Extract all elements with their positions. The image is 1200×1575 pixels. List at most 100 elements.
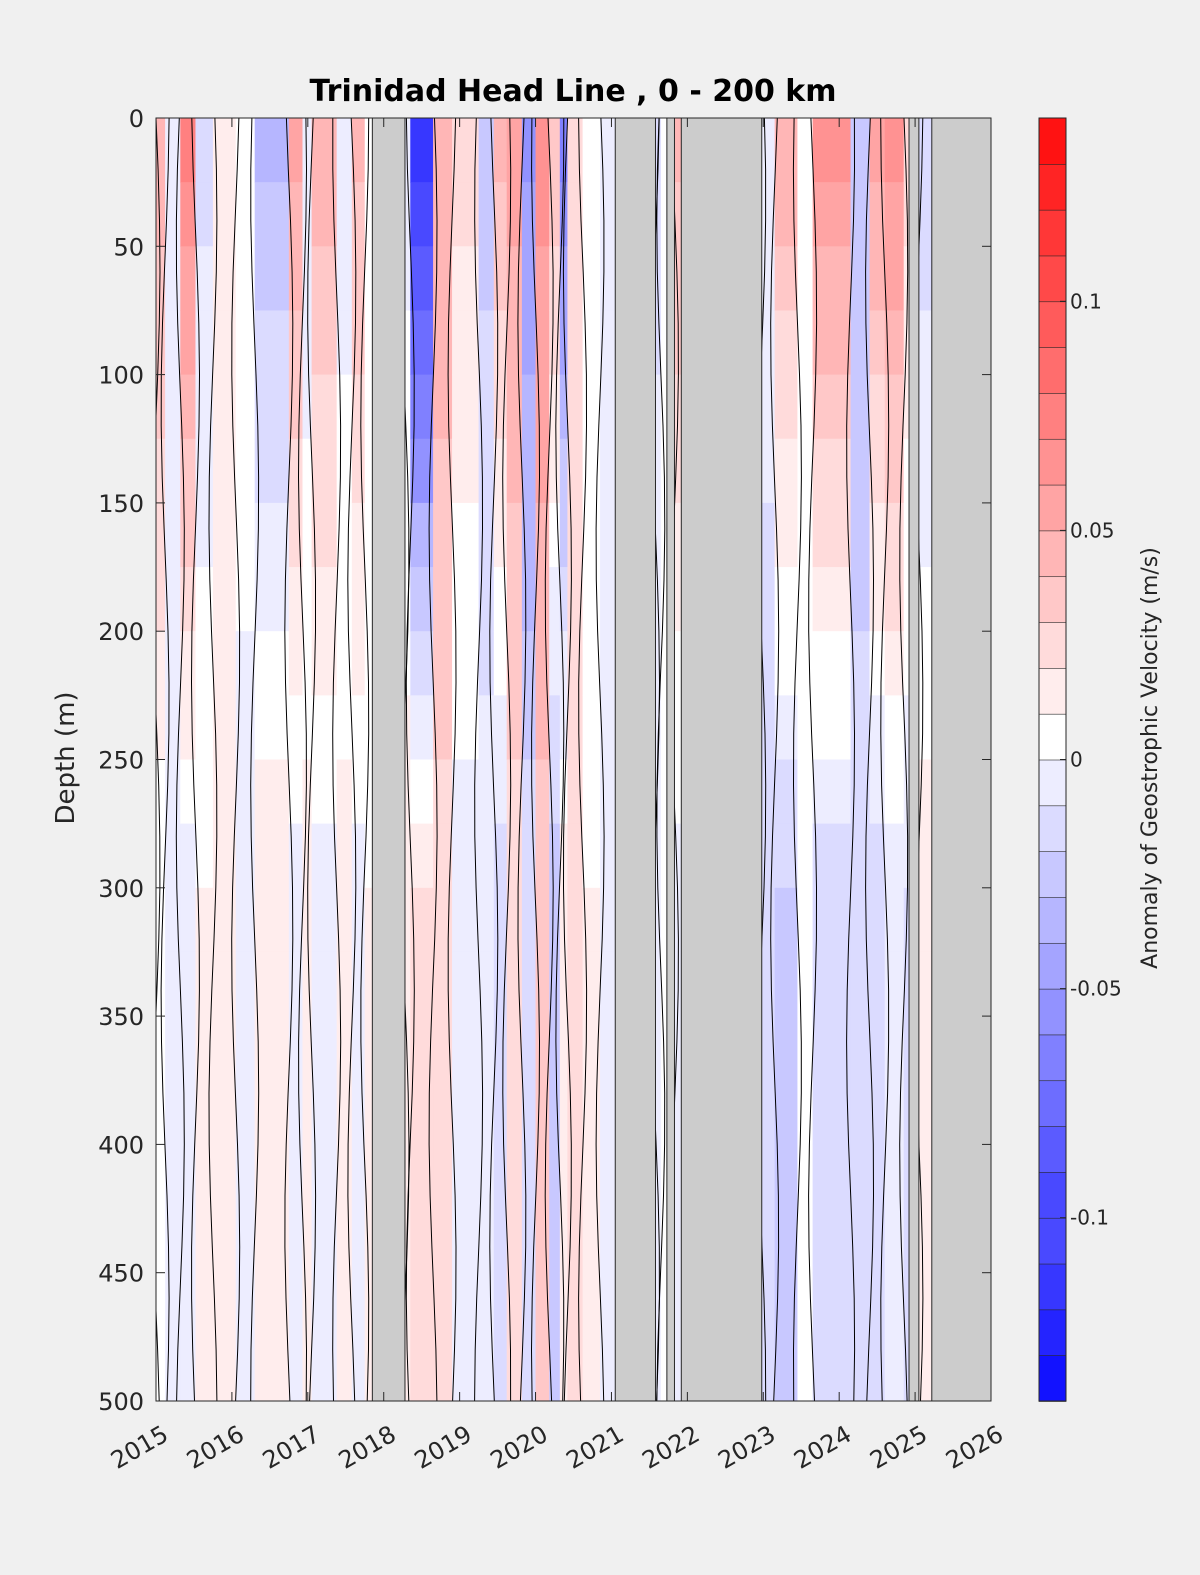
heat-cell (212, 182, 237, 247)
heat-cell (582, 823, 601, 889)
heat-cell (288, 1080, 304, 1145)
heat-cell (364, 374, 373, 440)
heat-cell (521, 1080, 537, 1145)
x-tick-label: 2016 (182, 1420, 249, 1475)
heat-cell (165, 951, 181, 1017)
heat-cell (288, 502, 304, 568)
x-tick-label: 2022 (637, 1420, 704, 1475)
heat-cell (567, 951, 584, 1017)
colorbar-tick-label: 0.1 (1070, 289, 1102, 313)
heat-cell (302, 1336, 313, 1401)
colorbar-swatch (1038, 667, 1067, 715)
heat-cell (918, 1208, 933, 1274)
heat-cell (493, 695, 508, 760)
heat-cell (774, 502, 798, 568)
colorbar-swatch (1038, 988, 1067, 1036)
heat-cell (600, 695, 616, 760)
zero-contour-line (208, 118, 218, 1401)
heat-cell (549, 567, 561, 632)
heat-cell (180, 823, 196, 889)
heat-cell (884, 887, 905, 953)
heat-cell (288, 759, 304, 825)
heat-cell (254, 438, 290, 504)
y-tick-label: 250 (98, 747, 144, 775)
heat-cell (850, 182, 871, 247)
heat-cell (235, 823, 256, 889)
heat-cell (774, 246, 798, 311)
heat-cell (336, 1336, 353, 1401)
heat-cell (567, 695, 584, 760)
heat-cell (774, 631, 798, 696)
zero-contour-line (332, 118, 342, 1401)
colorbar-swatch (1038, 163, 1067, 211)
heat-cell (254, 182, 290, 247)
heat-cell (336, 1144, 353, 1210)
heat-cell (774, 1208, 798, 1274)
heat-cell (506, 1272, 523, 1338)
heat-cell (812, 695, 852, 760)
heat-cell (869, 823, 886, 889)
heat-cell (351, 951, 366, 1017)
heat-cell (452, 951, 480, 1017)
heat-cell (404, 1144, 411, 1210)
heat-cell (156, 1272, 166, 1338)
heat-cell (660, 246, 668, 311)
heat-cell (180, 310, 196, 376)
heat-cell (156, 695, 166, 760)
heat-cell (812, 759, 852, 825)
heat-cell (212, 631, 237, 696)
heat-cell (433, 246, 453, 311)
heat-cell (156, 1080, 166, 1145)
heat-cell (918, 118, 933, 183)
y-tick-label: 0 (129, 105, 144, 133)
heat-cell (535, 310, 550, 376)
zero-contour-line (250, 118, 260, 1401)
zero-contour-line (231, 118, 241, 1401)
heat-cell (850, 118, 871, 183)
colorbar-swatch (1038, 1309, 1067, 1356)
heat-cell (336, 374, 353, 440)
heat-cell (302, 374, 313, 440)
heat-cell (567, 759, 584, 825)
heat-cell (674, 182, 682, 247)
heat-cell (903, 118, 910, 183)
heat-cell (559, 374, 568, 440)
heat-cell (850, 823, 871, 889)
heat-cell (311, 246, 338, 311)
heat-cell (660, 887, 668, 953)
colorbar-swatch (1038, 1125, 1067, 1173)
heat-cell (351, 631, 366, 696)
heat-cell (903, 438, 910, 504)
heat-cell (195, 1016, 214, 1081)
heat-cell (582, 1336, 601, 1401)
heat-cell (903, 1080, 910, 1145)
heat-cell (521, 502, 537, 568)
heat-cell (506, 1208, 523, 1274)
heat-cell (655, 759, 662, 825)
heat-cell (493, 567, 508, 632)
heat-cell (212, 1336, 237, 1401)
heat-cell (674, 1016, 682, 1081)
heat-cell (235, 567, 256, 632)
heat-cell (674, 631, 682, 696)
heat-cell (254, 951, 290, 1017)
colorbar-swatch (1038, 346, 1067, 394)
heat-cell (521, 438, 537, 504)
heat-cell (410, 759, 434, 825)
heat-cell (549, 1016, 561, 1081)
heat-cell (812, 502, 852, 568)
heat-cell (559, 502, 568, 568)
heat-cell (433, 374, 453, 440)
heat-cell (410, 246, 434, 311)
heat-cell (195, 887, 214, 953)
heat-cell (869, 118, 886, 183)
heat-cell (559, 310, 568, 376)
heat-cell (351, 502, 366, 568)
heat-cell (254, 374, 290, 440)
heat-cell (351, 1208, 366, 1274)
heat-cell (884, 1208, 905, 1274)
heat-cell (674, 1272, 682, 1338)
heat-cell (478, 823, 495, 889)
heat-cell (302, 695, 313, 760)
heat-cell (235, 1080, 256, 1145)
